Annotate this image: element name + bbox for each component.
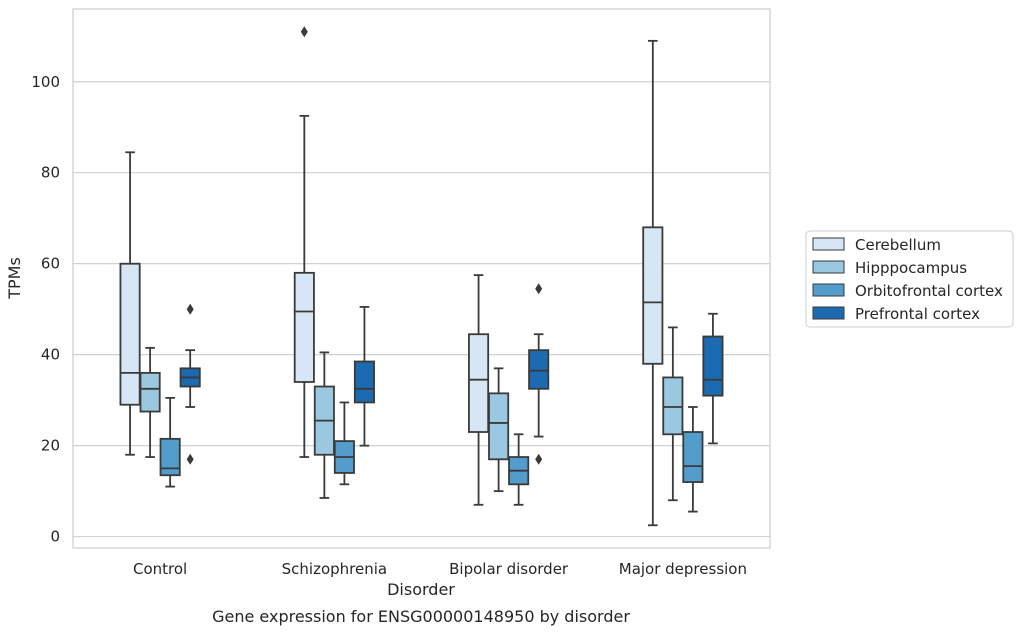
y-tick-label: 40 bbox=[41, 346, 60, 364]
box-3-2 bbox=[528, 283, 550, 465]
box-1-1 bbox=[313, 351, 335, 499]
legend: Cerebellum Hipppocampus Orbitofrontal cort… bbox=[805, 230, 1014, 328]
y-tick-label: 20 bbox=[41, 437, 60, 455]
y-tick-label: 60 bbox=[41, 255, 60, 273]
box-body bbox=[353, 360, 375, 404]
outlier-marker bbox=[300, 26, 308, 38]
box-body bbox=[528, 349, 550, 390]
legend-frame bbox=[805, 230, 1014, 328]
box-0-0 bbox=[119, 151, 141, 456]
boxes bbox=[119, 26, 724, 527]
outlier-marker bbox=[535, 283, 543, 295]
legend-swatch bbox=[812, 260, 845, 274]
box-1-3 bbox=[662, 326, 684, 502]
box-body bbox=[488, 392, 510, 461]
box-body bbox=[139, 371, 161, 413]
legend-swatch bbox=[812, 283, 845, 297]
legend-entries: Cerebellum Hipppocampus Orbitofrontal cort… bbox=[812, 236, 1003, 323]
box-0-2 bbox=[468, 274, 490, 506]
box-body bbox=[702, 335, 724, 397]
outlier-marker bbox=[186, 303, 194, 315]
legend-swatch bbox=[812, 237, 845, 251]
y-tick-labels: 0 20 40 60 80 100 bbox=[31, 73, 60, 546]
box-2-0 bbox=[159, 396, 181, 488]
box-2-3 bbox=[682, 406, 704, 513]
y-tick-label: 80 bbox=[41, 164, 60, 182]
box-3-3 bbox=[702, 312, 724, 445]
outlier-marker bbox=[535, 453, 543, 465]
box-body bbox=[468, 333, 490, 433]
x-tick-label: Schizophrenia bbox=[282, 560, 387, 578]
legend-label: Cerebellum bbox=[855, 236, 941, 254]
y-tick-label: 100 bbox=[31, 73, 60, 91]
legend-label: Hipppocampus bbox=[855, 259, 967, 277]
box-1-2 bbox=[488, 367, 510, 493]
box-2-2 bbox=[508, 433, 530, 506]
box-body bbox=[119, 262, 141, 406]
box-body bbox=[682, 431, 704, 483]
box-2-1 bbox=[333, 401, 355, 486]
box-body bbox=[642, 226, 664, 365]
box-0-1 bbox=[293, 26, 315, 458]
x-tick-label: Bipolar disorder bbox=[449, 560, 569, 578]
chart-caption: Gene expression for ENSG00000148950 by d… bbox=[212, 607, 630, 626]
grid-lines bbox=[73, 81, 770, 538]
box-body bbox=[159, 437, 181, 477]
box-body bbox=[293, 271, 315, 383]
legend-swatch bbox=[812, 306, 845, 320]
x-tick-label: Major depression bbox=[619, 560, 747, 578]
x-tick-label: Control bbox=[133, 560, 187, 578]
x-tick-labels: Control Schizophrenia Bipolar disorder Majo… bbox=[133, 560, 747, 578]
box-3-1 bbox=[353, 306, 375, 447]
box-1-0 bbox=[139, 346, 161, 458]
outlier-marker bbox=[186, 453, 194, 465]
box-body bbox=[662, 376, 684, 436]
box-3-0 bbox=[179, 303, 201, 465]
y-tick-label: 0 bbox=[50, 528, 60, 546]
y-axis-title: TPMs bbox=[5, 257, 24, 300]
legend-label: Orbitofrontal cortex bbox=[855, 282, 1003, 300]
box-0-3 bbox=[642, 39, 664, 527]
x-axis-title: Disorder bbox=[387, 580, 455, 599]
legend-label: Prefrontal cortex bbox=[855, 305, 980, 323]
